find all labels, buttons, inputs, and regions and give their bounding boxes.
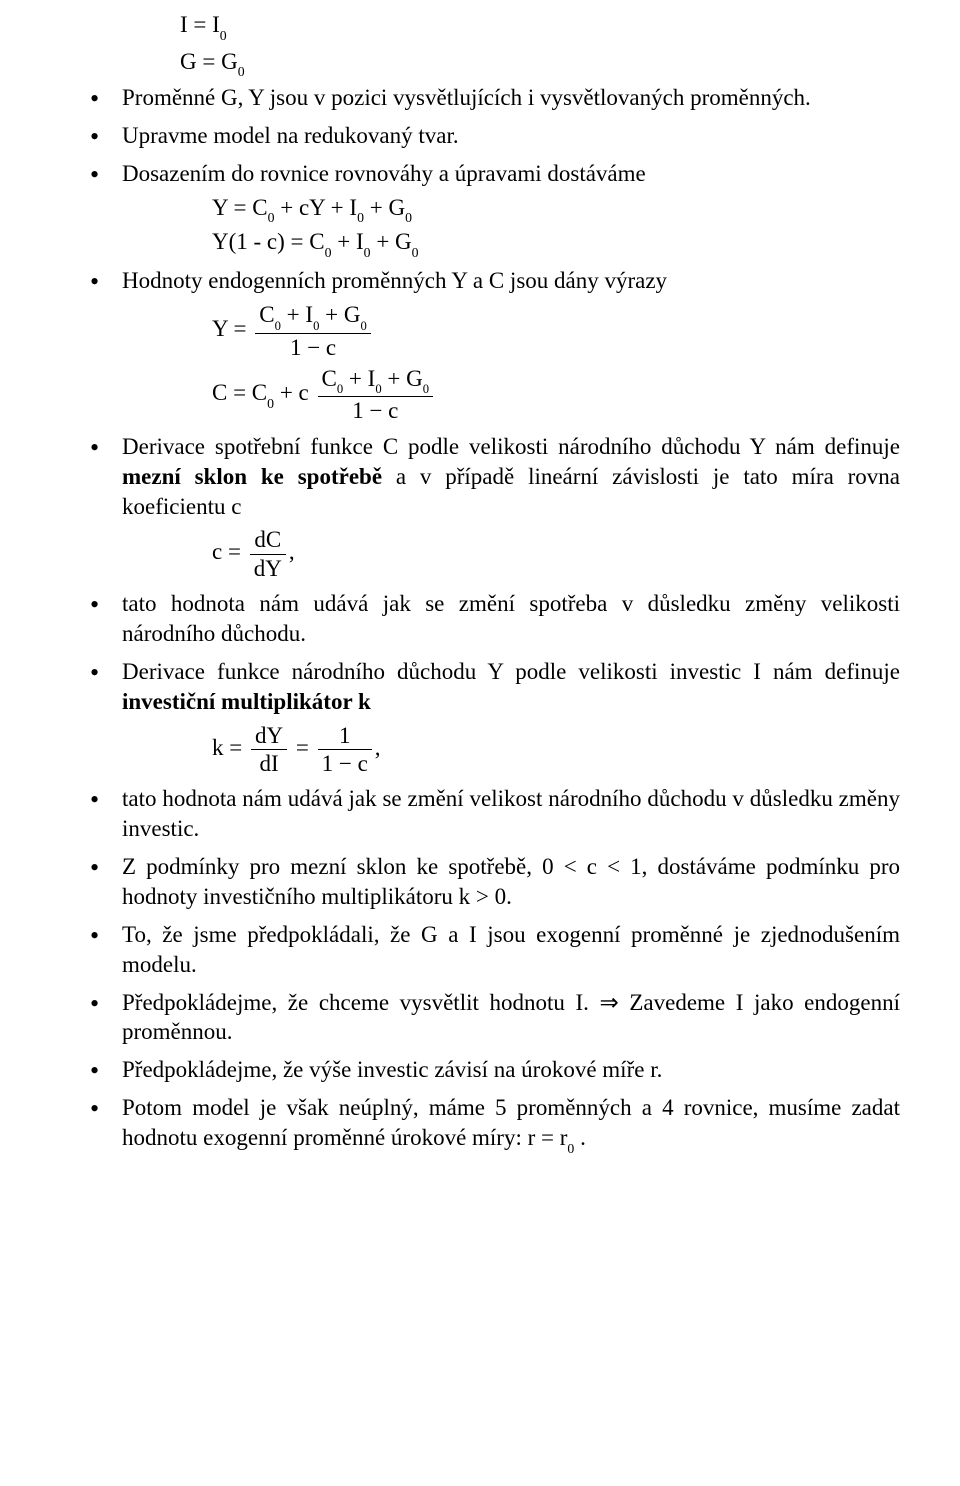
fraction: dC dY (250, 527, 286, 581)
bullet-text: Hodnoty endogenních proměnných Y a C jso… (122, 268, 667, 293)
equation-G: G = G0 (180, 47, 900, 80)
eq-text: G = G (180, 49, 238, 74)
bullet-text: tato hodnota nám udává jak se změní spot… (122, 591, 900, 646)
equation-block: c = dC dY , (212, 527, 900, 581)
bullet-item: Z podmínky pro mezní sklon ke spotřebě, … (90, 852, 900, 912)
bullet-item: Proměnné G, Y jsou v pozici vysvětlující… (90, 83, 900, 113)
fraction: 1 1 − c (318, 723, 372, 777)
bullet-text: Předpokládejme, že výše investic závisí … (122, 1057, 662, 1082)
bold-term: investiční multiplikátor k (122, 689, 371, 714)
bullet-item: Dosazením do rovnice rovnováhy a úpravam… (90, 159, 900, 258)
fraction: dY dI (251, 723, 287, 777)
bullet-item: tato hodnota nám udává jak se změní spot… (90, 589, 900, 649)
bullet-text: Proměnné G, Y jsou v pozici vysvětlující… (122, 85, 811, 110)
equation-block: Y = C0 + cY + I0 + G0 (212, 195, 900, 224)
bullet-item: Předpokládejme, že chceme vysvětlit hodn… (90, 988, 900, 1048)
bullet-text: Předpokládejme, že chceme vysvětlit hodn… (122, 990, 900, 1045)
bold-term: mezní sklon ke spotřebě (122, 464, 382, 489)
fraction: C0 + I0 + G0 1 − c (255, 302, 371, 360)
bullet-item: Předpokládejme, že výše investic závisí … (90, 1055, 900, 1085)
bullet-item: Derivace funkce národního důchodu Y podl… (90, 657, 900, 776)
bullet-item: Upravme model na redukovaný tvar. (90, 121, 900, 151)
bullet-item: To, že jsme předpokládali, že G a I jsou… (90, 920, 900, 980)
equation-block: Y(1 - c) = C0 + I0 + G0 (212, 229, 900, 258)
bullet-item: Hodnoty endogenních proměnných Y a C jso… (90, 266, 900, 424)
eq-sub: 0 (220, 28, 227, 43)
bullet-text: tato hodnota nám udává jak se změní veli… (122, 786, 900, 841)
fraction: C0 + I0 + G0 1 − c (318, 366, 434, 424)
equation-block: k = dY dI = 1 1 − c , (212, 723, 900, 777)
bullet-item: tato hodnota nám udává jak se změní veli… (90, 784, 900, 844)
bullet-text: Upravme model na redukovaný tvar. (122, 123, 459, 148)
bullet-text: Dosazením do rovnice rovnováhy a úpravam… (122, 161, 646, 186)
bullet-text: Z podmínky pro mezní sklon ke spotřebě, … (122, 854, 900, 909)
bullet-item: Potom model je však neúplný, máme 5 prom… (90, 1093, 900, 1155)
bullet-text: To, že jsme předpokládali, že G a I jsou… (122, 922, 900, 977)
bullet-item: Derivace spotřební funkce C podle veliko… (90, 432, 900, 581)
equation-block: C = C0 + c C0 + I0 + G0 1 − c (212, 366, 900, 424)
equation-block: Y = C0 + I0 + G0 1 − c (212, 302, 900, 360)
eq-sub: 0 (238, 64, 245, 79)
equation-I: I = I0 (180, 10, 900, 43)
eq-text: I = I (180, 12, 220, 37)
